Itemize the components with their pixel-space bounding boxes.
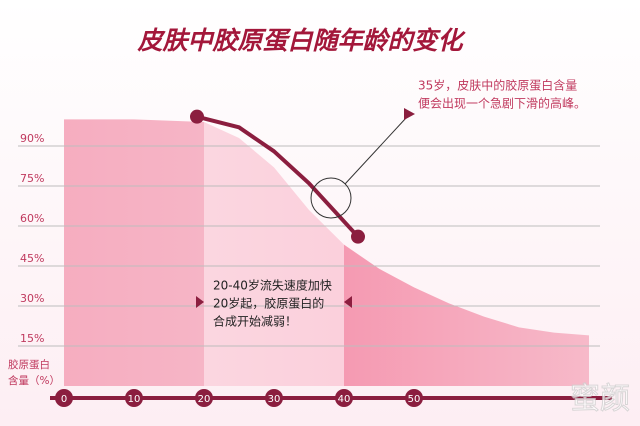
highlight-line [196,114,360,239]
watermark: 蜜颜 [570,382,630,417]
callout-pointer [196,296,204,308]
focus-ring [310,177,352,219]
callout-pointer [404,108,415,120]
y-tick-label: 45% [20,252,44,265]
annotation-text: 20-40岁流失速度加快 [213,278,332,293]
x-tick [405,389,423,407]
x-tick-label: 0 [61,394,67,405]
x-tick-label: 10 [128,394,141,405]
x-tick-label: 40 [338,394,351,405]
chart-title: 皮肤中胶原蛋白随年龄的变化 [136,26,466,55]
highlight-point [351,229,365,244]
x-tick [55,389,73,407]
y-tick-label: 30% [20,292,44,305]
y-tick-label: 90% [20,132,44,145]
annotation-text: 20岁起，胶原蛋白的 [213,296,324,311]
x-tick [335,389,353,407]
y-tick-label: 60% [20,212,44,225]
annotation-text: 35岁，皮肤中的胶原蛋白含量 [418,78,577,93]
x-tick [265,389,283,407]
x-tick-label: 30 [268,394,281,405]
y-axis-label: 胶原蛋白 [8,358,50,371]
callout-line [344,117,407,185]
x-tick [125,389,143,407]
annotation-text: 合成开始减弱！ [213,314,297,329]
highlight-point [190,109,204,124]
callout-pointer [344,296,352,308]
x-tick-label: 20 [198,394,211,405]
y-tick-label: 15% [20,332,44,345]
x-tick [195,389,213,407]
y-axis-label: 含量（%） [8,374,60,387]
y-tick-label: 75% [20,172,44,185]
x-tick-label: 50 [408,394,421,405]
annotation-text: 便会出现一个急剧下滑的高峰。 [418,96,586,111]
